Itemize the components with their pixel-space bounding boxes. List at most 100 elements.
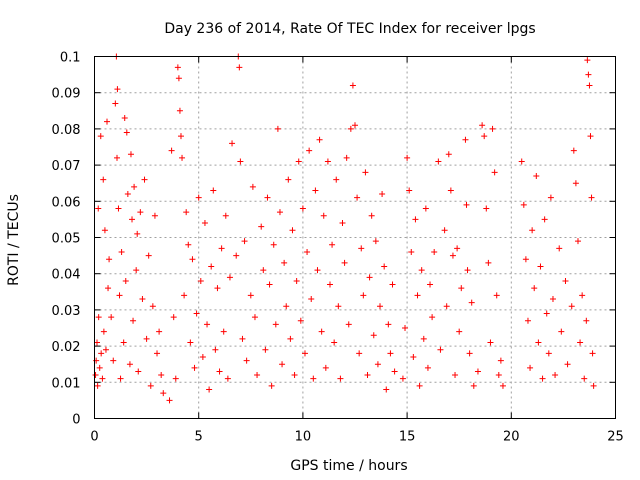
data-point xyxy=(218,245,225,252)
data-point xyxy=(224,375,231,382)
data-point xyxy=(249,183,256,190)
data-point xyxy=(112,100,119,107)
x-tick-label: 10 xyxy=(295,430,312,445)
data-point xyxy=(168,147,175,154)
data-point xyxy=(149,303,156,310)
data-point xyxy=(456,328,463,335)
data-point xyxy=(527,364,534,371)
data-point xyxy=(464,267,471,274)
data-point xyxy=(208,263,215,270)
data-point xyxy=(354,194,361,201)
data-point xyxy=(135,368,142,375)
data-point xyxy=(572,180,579,187)
data-point xyxy=(487,339,494,346)
data-point xyxy=(531,285,538,292)
data-point xyxy=(543,310,550,317)
data-point xyxy=(491,169,498,176)
data-point xyxy=(308,296,315,303)
data-point xyxy=(391,368,398,375)
data-point xyxy=(133,267,140,274)
data-point xyxy=(466,350,473,357)
data-point xyxy=(131,183,138,190)
data-point xyxy=(276,209,283,216)
x-tick-label: 0 xyxy=(90,430,98,445)
data-point xyxy=(94,382,101,389)
data-point xyxy=(570,147,577,154)
data-point xyxy=(385,321,392,328)
data-point xyxy=(122,277,129,284)
data-point xyxy=(381,263,388,270)
data-point xyxy=(568,303,575,310)
data-point xyxy=(127,151,134,158)
data-point xyxy=(590,382,597,389)
data-point xyxy=(558,328,565,335)
data-point xyxy=(541,216,548,223)
data-point xyxy=(343,154,350,161)
data-point xyxy=(193,310,200,317)
data-point xyxy=(106,256,113,263)
data-point xyxy=(100,328,107,335)
data-point xyxy=(537,263,544,270)
data-point xyxy=(414,292,421,299)
data-point xyxy=(108,314,115,321)
data-point xyxy=(254,372,261,379)
data-point xyxy=(585,71,592,78)
data-point xyxy=(233,252,240,259)
data-point xyxy=(114,86,121,93)
data-point xyxy=(574,238,581,245)
data-point xyxy=(295,158,302,165)
data-point xyxy=(341,259,348,266)
data-point xyxy=(468,299,475,306)
data-point xyxy=(443,303,450,310)
y-tick-label: 0.03 xyxy=(52,304,81,319)
data-point xyxy=(524,317,531,324)
data-point xyxy=(172,375,179,382)
data-point xyxy=(97,133,104,140)
data-point xyxy=(399,375,406,382)
data-point xyxy=(141,176,148,183)
data-point xyxy=(581,375,588,382)
data-point xyxy=(210,187,217,194)
data-point xyxy=(201,220,208,227)
data-point xyxy=(177,133,184,140)
data-point xyxy=(463,201,470,208)
data-point xyxy=(100,176,107,183)
y-tick-label: 0.1 xyxy=(60,51,81,66)
data-point xyxy=(291,372,298,379)
data-point xyxy=(377,303,384,310)
data-point xyxy=(166,397,173,404)
data-point xyxy=(262,346,269,353)
y-tick-label: 0.04 xyxy=(52,268,81,283)
data-point xyxy=(95,205,102,212)
y-tick-label: 0.08 xyxy=(52,123,81,138)
data-point xyxy=(497,357,504,364)
x-tick-label: 20 xyxy=(503,430,520,445)
chart-title: Day 236 of 2014, Rate Of TEC Index for r… xyxy=(164,21,535,37)
data-point xyxy=(266,281,273,288)
data-point xyxy=(520,201,527,208)
data-point xyxy=(329,241,336,248)
data-point xyxy=(281,259,288,266)
data-point xyxy=(293,277,300,284)
data-point xyxy=(299,205,306,212)
data-point xyxy=(160,390,167,397)
data-point xyxy=(98,350,105,357)
data-point xyxy=(110,357,117,364)
data-point xyxy=(483,205,490,212)
data-point xyxy=(189,256,196,263)
data-point xyxy=(320,212,327,219)
data-point xyxy=(285,176,292,183)
data-point xyxy=(586,82,593,89)
data-point xyxy=(424,364,431,371)
data-point xyxy=(297,317,304,324)
data-point xyxy=(366,274,373,281)
data-point xyxy=(345,321,352,328)
data-point xyxy=(535,339,542,346)
data-point xyxy=(589,350,596,357)
data-point xyxy=(260,267,267,274)
data-point xyxy=(270,241,277,248)
data-point xyxy=(102,346,109,353)
data-point xyxy=(175,75,182,82)
data-point xyxy=(549,296,556,303)
data-point xyxy=(118,248,125,255)
